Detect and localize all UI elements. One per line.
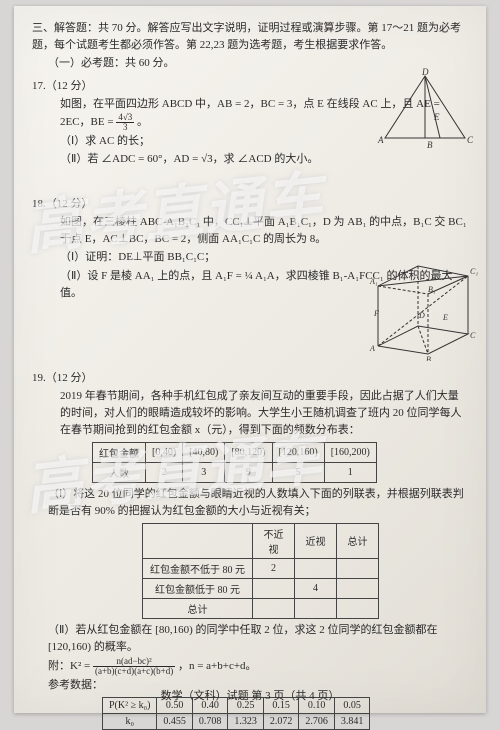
t2-r0c3 [337, 558, 379, 578]
table-row: 总计 [143, 598, 379, 618]
t2-r0c1: 2 [253, 558, 295, 578]
exam-page: 三、解答题：共 70 分。解答应写出文字说明，证明过程或演算步骤。第 17～21… [14, 6, 486, 713]
t3-r0c5: 2.706 [299, 714, 335, 730]
table-row: 不近视 近视 总计 [143, 523, 379, 558]
fig18-F: F [373, 309, 379, 318]
t2-c2: 近视 [295, 523, 337, 558]
q19-p1: （Ⅰ）将这 20 位同学的红包金额与眼睛近视的人数填入下面的列联表，并根据列联表… [32, 486, 468, 520]
formula-label: 附：K² = [48, 660, 93, 672]
q17-figure: D A B C E [370, 68, 480, 158]
t2-r1c3 [337, 578, 379, 598]
fig18-E: E [442, 313, 448, 322]
t2-c3: 总计 [337, 523, 379, 558]
q19-table2: 不近视 近视 总计 红包金额不低于 80 元 2 红包金额低于 80 元 4 总… [142, 523, 379, 619]
t3-r0c2: 0.708 [192, 714, 228, 730]
t2-r2c1 [253, 598, 295, 618]
t1-h4: [120,160) [272, 442, 324, 462]
page-footer: 数学（文科）试题 第 3 页（共 4 页） [14, 687, 486, 703]
t3-r0c0: k₀ [103, 714, 157, 730]
t2-r2c2 [295, 598, 337, 618]
q19-formula: 附：K² = n(ad−bc)² (a+b)(c+d)(a+c)(b+d) ，n… [32, 657, 468, 676]
t2-c0 [143, 523, 253, 558]
table-row: 人数 2 3 9 5 1 [93, 462, 377, 482]
fig17-C: C [467, 135, 474, 145]
t1-v3: 5 [272, 462, 324, 482]
fig18-D: D [418, 311, 425, 320]
t3-r0c3: 1.323 [228, 714, 264, 730]
q19-p2: （Ⅱ）若从红包金额在 [80,160) 的同学中任取 2 位，求这 2 位同学的… [32, 622, 468, 656]
t1-v4: 1 [324, 462, 376, 482]
table-row: 红包金额低于 80 元 4 [143, 578, 379, 598]
t1-v2: 9 [225, 462, 272, 482]
t1-v0: 2 [146, 462, 183, 482]
t1-v1: 3 [183, 462, 225, 482]
t2-r2c0: 总计 [143, 598, 253, 618]
q18-body: 如图，在三棱柱 ABC-A₁B₁C₁ 中，CC₁⊥平面 A₁B₁C₁，D 为 A… [32, 214, 468, 248]
t1-rl: 人数 [93, 462, 146, 482]
t1-h5: [160,200) [324, 442, 376, 462]
fig17-E: E [433, 112, 440, 122]
be-den: 3 [116, 123, 134, 132]
q18-figure: A B C A₁ B₁ C₁ D E F [360, 256, 480, 361]
t3-r0c6: 3.841 [334, 714, 370, 730]
q17-body-tail: 。 [137, 116, 148, 128]
fig18-C: C [470, 331, 476, 340]
t1-h1: [0,40) [146, 442, 183, 462]
k2-frac: n(ad−bc)² (a+b)(c+d)(a+c)(b+d) [93, 657, 175, 676]
t2-r2c3 [337, 598, 379, 618]
table-row: 红包金额 [0,40) [40,80) [80,120) [120,160) [… [93, 442, 377, 462]
q19-body: 2019 年春节期间，各种手机红包成了亲友间互动的重要手段，因此占据了人们大量的… [32, 388, 468, 439]
k2-den: (a+b)(c+d)(a+c)(b+d) [93, 667, 175, 676]
q17-be-frac: 4√3 3 [116, 113, 134, 132]
fig17-A: A [377, 135, 384, 145]
q19-heading: 19.（12 分） [32, 370, 468, 387]
fig18-A: A [369, 344, 375, 353]
t1-h0: 红包金额 [93, 442, 146, 462]
formula-tail: ，n = a+b+c+d。 [178, 660, 257, 672]
t2-c1: 不近视 [253, 523, 295, 558]
t3-r0c4: 2.072 [263, 714, 299, 730]
q18-heading: 18.（12 分） [32, 196, 468, 213]
t3-r0c1: 0.455 [157, 714, 193, 730]
t2-r1c2: 4 [295, 578, 337, 598]
t2-r0c2 [295, 558, 337, 578]
t2-r0c0: 红包金额不低于 80 元 [143, 558, 253, 578]
fig18-C1: C₁ [470, 267, 478, 276]
t2-r1c1 [253, 578, 295, 598]
table-row: k₀ 0.455 0.708 1.323 2.072 2.706 3.841 [103, 714, 370, 730]
q19-table1: 红包金额 [0,40) [40,80) [80,120) [120,160) [… [92, 442, 377, 483]
fig17-B: B [427, 140, 433, 150]
fig18-B: B [426, 355, 431, 361]
t2-r1c0: 红包金额低于 80 元 [143, 578, 253, 598]
fig17-D: D [421, 68, 429, 77]
t1-h2: [40,80) [183, 442, 225, 462]
table-row: 红包金额不低于 80 元 2 [143, 558, 379, 578]
section-title: 三、解答题：共 70 分。解答应写出文字说明，证明过程或演算步骤。第 17～21… [32, 20, 468, 54]
fig18-B1: B₁ [428, 285, 436, 294]
t1-h3: [80,120) [225, 442, 272, 462]
fig18-A1: A₁ [369, 277, 378, 286]
